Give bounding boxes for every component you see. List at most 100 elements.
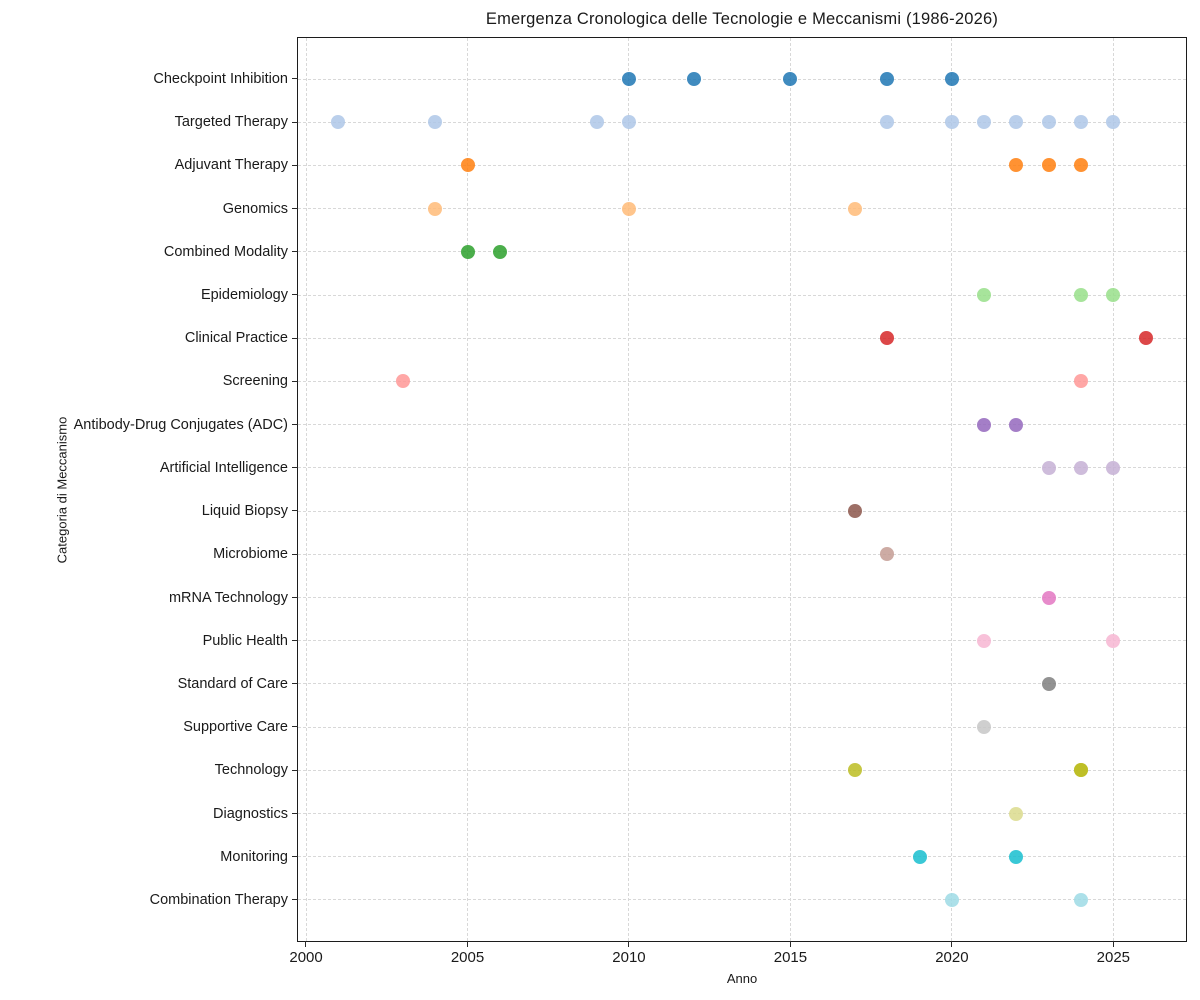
- h-gridline: [298, 337, 1186, 339]
- data-point: [1009, 849, 1024, 864]
- y-tick-label: Epidemiology: [200, 287, 288, 304]
- y-tick-label: Liquid Biopsy: [201, 503, 288, 520]
- data-point: [1074, 892, 1089, 907]
- y-tick-label: Screening: [222, 373, 288, 390]
- data-point: [1106, 115, 1121, 130]
- data-point: [1074, 374, 1089, 389]
- y-axis-tick: [292, 207, 298, 209]
- data-point: [1106, 288, 1121, 303]
- v-gridline: [628, 38, 630, 941]
- y-axis-tick: [292, 423, 298, 425]
- data-point: [686, 72, 701, 87]
- h-gridline: [298, 813, 1186, 815]
- data-point: [880, 115, 895, 130]
- y-tick-label: Monitoring: [220, 848, 288, 865]
- h-gridline: [298, 683, 1186, 685]
- v-gridline: [467, 38, 469, 941]
- data-point: [1041, 158, 1056, 173]
- y-axis-tick: [292, 812, 298, 814]
- data-point: [460, 158, 475, 173]
- data-point: [944, 72, 959, 87]
- data-point: [880, 547, 895, 562]
- h-gridline: [298, 726, 1186, 728]
- data-point: [880, 72, 895, 87]
- x-axis-tick: [789, 941, 791, 947]
- h-gridline: [298, 553, 1186, 555]
- y-tick-label: Targeted Therapy: [174, 114, 288, 131]
- data-point: [977, 288, 992, 303]
- y-axis-tick: [292, 596, 298, 598]
- data-point: [1041, 115, 1056, 130]
- y-axis-tick: [292, 294, 298, 296]
- data-point: [912, 849, 927, 864]
- y-tick-label: Antibody-Drug Conjugates (ADC): [73, 416, 288, 433]
- y-tick-label: Supportive Care: [183, 719, 288, 736]
- h-gridline: [298, 467, 1186, 469]
- h-gridline: [298, 294, 1186, 296]
- data-point: [621, 115, 636, 130]
- y-axis-tick: [292, 78, 298, 80]
- y-axis-tick: [292, 164, 298, 166]
- y-axis-tick: [292, 251, 298, 253]
- x-tick-label: 2000: [289, 949, 323, 966]
- y-tick-label: Microbiome: [213, 546, 288, 563]
- data-point: [1009, 806, 1024, 821]
- data-point: [977, 720, 992, 735]
- data-point: [977, 633, 992, 648]
- y-tick-label: Checkpoint Inhibition: [153, 71, 288, 88]
- data-point: [395, 374, 410, 389]
- data-point: [880, 331, 895, 346]
- data-point: [944, 892, 959, 907]
- data-point: [848, 504, 863, 519]
- data-point: [1009, 115, 1024, 130]
- h-gridline: [298, 208, 1186, 210]
- data-point: [977, 115, 992, 130]
- x-tick-label: 2010: [612, 949, 646, 966]
- data-point: [428, 115, 443, 130]
- y-axis-tick: [292, 467, 298, 469]
- data-point: [1074, 115, 1089, 130]
- v-gridline: [305, 38, 307, 941]
- y-tick-label: Standard of Care: [177, 675, 288, 692]
- x-tick-label: 2005: [450, 949, 485, 966]
- y-axis-label: Categoria di Meccanismo: [54, 416, 70, 564]
- y-axis-tick: [292, 769, 298, 771]
- y-tick-label: Clinical Practice: [184, 330, 288, 347]
- v-gridline: [1112, 38, 1114, 941]
- x-axis-tick: [951, 941, 953, 947]
- y-tick-label: Diagnostics: [213, 805, 288, 822]
- y-tick-label: Public Health: [202, 632, 288, 649]
- data-point: [1074, 158, 1089, 173]
- data-point: [977, 417, 992, 432]
- y-axis-tick: [292, 380, 298, 382]
- chart-title: Emergenza Cronologica delle Tecnologie e…: [485, 10, 999, 28]
- h-gridline: [298, 856, 1186, 858]
- data-point: [589, 115, 604, 130]
- y-axis-tick: [292, 726, 298, 728]
- y-tick-label: Technology: [214, 762, 288, 779]
- y-axis-tick: [292, 121, 298, 123]
- h-gridline: [298, 640, 1186, 642]
- x-tick-label: 2015: [773, 949, 808, 966]
- data-point: [428, 201, 443, 216]
- data-point: [1138, 331, 1153, 346]
- h-gridline: [298, 510, 1186, 512]
- plot-border: [297, 37, 1187, 942]
- data-point: [944, 115, 959, 130]
- data-point: [848, 763, 863, 778]
- v-gridline: [951, 38, 953, 941]
- x-axis-label: Anno: [726, 971, 758, 986]
- x-tick-label: 2025: [1096, 949, 1131, 966]
- data-point: [1041, 460, 1056, 475]
- h-gridline: [298, 251, 1186, 253]
- h-gridline: [298, 380, 1186, 382]
- y-axis-tick: [292, 856, 298, 858]
- data-point: [1009, 158, 1024, 173]
- h-gridline: [298, 78, 1186, 80]
- data-point: [1074, 460, 1089, 475]
- x-tick-label: 2020: [935, 949, 969, 966]
- y-tick-label: Artificial Intelligence: [159, 459, 288, 476]
- y-tick-label: Combined Modality: [163, 243, 288, 260]
- data-point: [460, 244, 475, 259]
